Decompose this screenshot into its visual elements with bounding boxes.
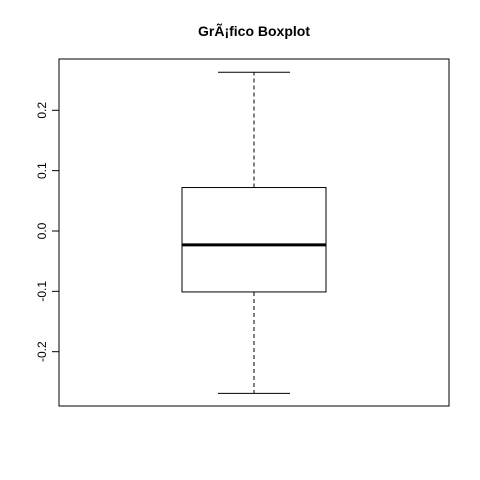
y-tick-label: -0.1 bbox=[35, 281, 49, 302]
plot-frame bbox=[58, 58, 450, 407]
y-axis: -0.2 -0.1 0.0 0.1 0.2 bbox=[35, 102, 59, 362]
y-tick-label: -0.2 bbox=[35, 341, 49, 362]
iqr-box bbox=[181, 187, 327, 293]
y-tick-label: 0.2 bbox=[35, 102, 49, 119]
box-group bbox=[181, 71, 327, 394]
y-tick-label: 0.0 bbox=[35, 222, 49, 239]
y-tick-label: 0.1 bbox=[35, 162, 49, 179]
chart-title: GrÃ¡fico Boxplot bbox=[198, 22, 310, 39]
